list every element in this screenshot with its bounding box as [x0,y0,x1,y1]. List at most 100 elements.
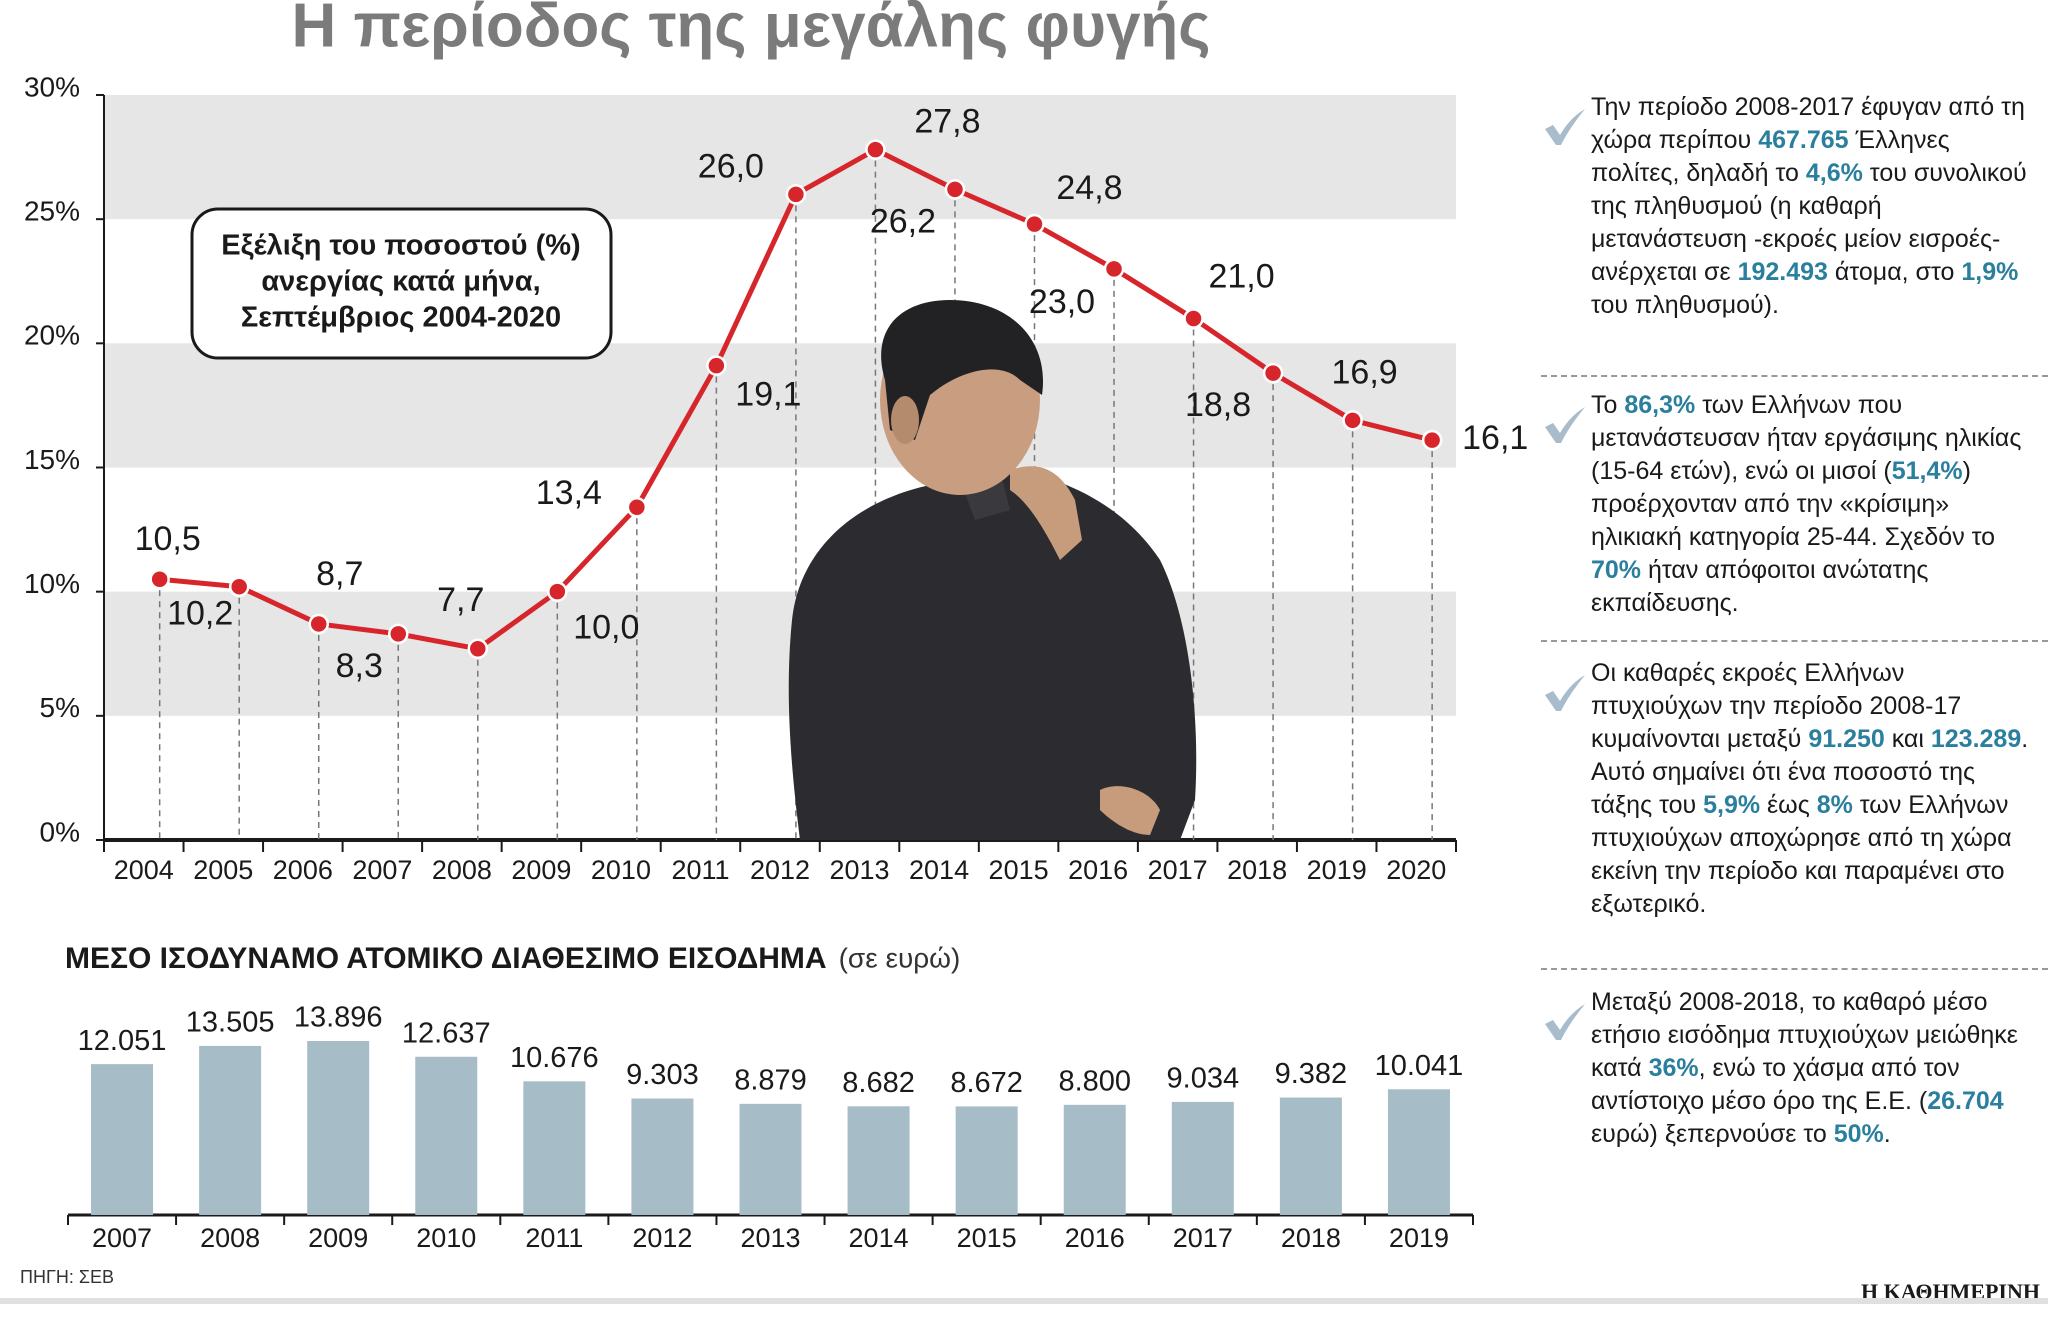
data-point [1103,258,1125,280]
highlight: 123.289 [1930,725,2022,753]
highlight: 4,6% [1805,159,1863,187]
x-tick-label: 2004 [114,855,174,885]
bar [91,1064,154,1215]
x-tick-label: 2017 [1173,1223,1233,1253]
checkmark [1545,675,1585,711]
x-tick-label: 2005 [193,855,253,885]
x-tick-label: 2018 [1227,855,1287,885]
grid-band [104,591,1456,716]
data-label: 10.676 [510,1042,599,1074]
data-point [1342,410,1363,431]
x-tick-label: 2009 [511,855,571,885]
footer-strip [0,1298,2048,1304]
x-tick-label: 2020 [1386,855,1446,885]
note-text: ευρώ) ξεπερνούσε το [1591,1120,1834,1148]
x-tick-label: 2006 [273,855,333,885]
data-label: 19,1 [735,376,801,414]
data-point [308,613,329,635]
highlight: 192.493 [1737,258,1828,286]
x-tick-label: 2013 [740,1223,800,1253]
note-text: του συνολικού της πληθυσμού (η καθαρή με… [1591,159,2027,286]
data-label: 9.303 [626,1059,699,1091]
x-tick-label: 2007 [92,1223,152,1253]
bar [1387,1089,1450,1215]
note-text: Οι καθαρές εκροές Ελλήνων πτυχιούχων την… [1591,659,1962,753]
data-point [1024,213,1045,235]
data-label: 8.682 [842,1067,915,1099]
bar [739,1103,802,1215]
annotation-box [190,207,613,360]
bar [307,1041,370,1215]
x-tick-label: 2012 [750,855,810,885]
y-tick-label: 15% [24,444,80,475]
note-text: έως [1760,791,1817,819]
note-text: Την περίοδο 2008-2017 έφυγαν από τη χώρα… [1591,93,2025,154]
x-tick-label: 2019 [1307,855,1367,885]
x-tick-label: 2015 [957,1223,1017,1253]
data-label: 21,0 [1208,257,1274,295]
note-text: άτομα, στο [1827,258,1962,286]
data-point [785,184,807,205]
data-point [1421,429,1443,451]
separator [1541,968,2048,970]
y-tick-label: 0% [40,816,80,847]
highlight: 50% [1833,1120,1884,1148]
bar [415,1056,478,1215]
bar [631,1098,694,1215]
data-label: 23,0 [1029,283,1095,321]
highlight: 36% [1648,1054,1699,1082]
highlight: 8% [1816,791,1853,819]
note-text: . [1883,1120,1891,1148]
note-text: Το [1591,391,1625,419]
data-label: 13,4 [536,474,602,512]
data-point [1262,362,1284,384]
bar-chart-subtitle: (σε ευρώ) [839,942,961,973]
note-paragraph: Το 86,3% των Ελλήνων που μετανάστευσαν ή… [1591,389,2041,620]
highlight: 467.765 [1758,126,1849,154]
highlight: 70% [1591,556,1642,584]
separator [1541,375,2048,377]
data-label: 10,0 [573,609,639,647]
x-tick-label: 2016 [1065,1223,1125,1253]
highlight: 26.704 [1927,1087,2004,1115]
data-label: 24,8 [1056,169,1122,207]
data-label: 12.051 [78,1025,167,1057]
x-tick-label: 2008 [200,1223,260,1253]
checkmark [1545,109,1585,145]
note-text: . Αυτό σημαίνει ότι ένα ποσοστό της τάξη… [1591,725,2029,819]
data-label: 16,1 [1462,419,1528,457]
highlight: 1,9% [1961,258,2019,286]
foreground-layer: Εξέλιξη του ποσοστού (%) ανεργίας κατά μ… [0,71,2048,1304]
y-tick-label: 10% [24,568,80,599]
x-tick-label: 2010 [416,1223,476,1253]
data-point [228,576,250,597]
y-tick-label: 5% [40,692,80,723]
x-tick-label: 2019 [1389,1223,1449,1253]
x-tick-label: 2009 [308,1223,368,1253]
note-text: των Ελλήνων που μετανάστευσαν ήταν εργάσ… [1591,391,2022,485]
note-text: ) προέρχονταν από την «κρίσιμη» ηλικιακή… [1591,457,1996,551]
note-paragraph: Οι καθαρές εκροές Ελλήνων πτυχιούχων την… [1591,657,2041,921]
x-tick-label: 2010 [591,855,651,885]
note-text: Μεταξύ 2008-2018, το καθαρό μέσο ετήσιο … [1591,988,2018,1082]
data-label: 13.505 [186,1007,275,1039]
note-text: ήταν απόφοιτοι ανώτατης εκπαίδευσης. [1591,556,1929,617]
data-label: 10,5 [135,520,201,558]
data-label: 8,3 [336,647,383,685]
x-tick-label: 2007 [352,855,412,885]
bar [199,1045,262,1215]
source: ΠΗΓΗ: ΣΕΒ [20,1267,114,1287]
y-tick-label: 20% [24,320,80,351]
x-tick-label: 2012 [632,1223,692,1253]
data-label: 12.637 [402,1017,491,1049]
data-point [1183,308,1204,329]
bar [847,1106,910,1215]
data-label: 10.041 [1375,1050,1464,1082]
data-point [626,496,648,518]
grid-band [104,95,1456,220]
data-label: 10,2 [167,595,233,633]
man-illustration [788,300,1197,840]
y-tick-label: 30% [24,71,80,102]
